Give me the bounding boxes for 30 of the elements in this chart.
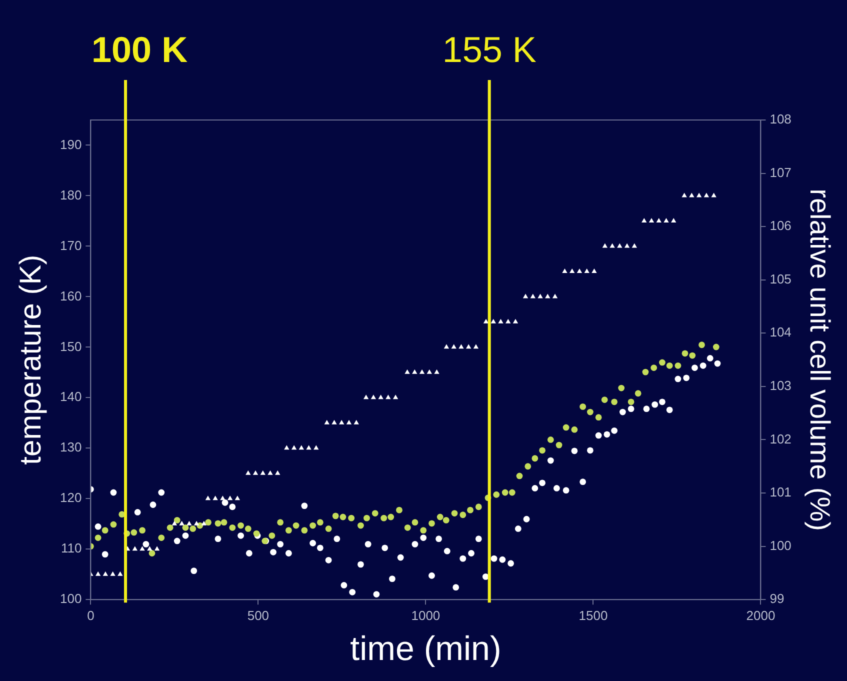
y-tick-label: 180	[60, 187, 82, 202]
y2-tick-label: 104	[770, 324, 792, 340]
y2-tick-label: 103	[770, 378, 792, 394]
ref-line-label: 100 K	[91, 29, 188, 70]
y2-tick-label: 107	[770, 164, 792, 180]
y-tick-label: 100	[60, 591, 82, 606]
y-tick-label: 110	[60, 540, 82, 556]
y-tick-label: 160	[60, 288, 82, 304]
x-tick-label: 500	[247, 608, 270, 623]
y-tick-label: 130	[60, 440, 82, 455]
y2-tick-label: 106	[770, 218, 792, 234]
x-axis-title: time (min)	[350, 630, 502, 668]
x-tick-label: 1000	[411, 608, 440, 623]
y2-tick-label: 102	[770, 431, 792, 446]
y2-tick-label: 108	[770, 112, 792, 127]
y2-tick-label: 101	[770, 484, 792, 500]
ref-line-label: 155 K	[442, 29, 536, 70]
y-tick-label: 150	[60, 338, 82, 354]
y2-tick-label: 105	[770, 271, 792, 286]
y2-tick-label: 100	[770, 538, 792, 553]
y-tick-label: 170	[60, 238, 82, 253]
y-tick-label: 140	[60, 389, 82, 404]
y2-axis-title: relative unit cell volume (%)	[804, 188, 836, 531]
x-tick-label: 1500	[578, 608, 608, 623]
y-axis-title: temperature (K)	[14, 254, 48, 465]
y-tick-label: 190	[60, 136, 82, 152]
y2-tick-label: 99	[770, 591, 784, 606]
x-tick-label: 2000	[746, 608, 776, 623]
y-tick-label: 120	[60, 490, 82, 506]
x-tick-label: 0	[87, 608, 94, 623]
